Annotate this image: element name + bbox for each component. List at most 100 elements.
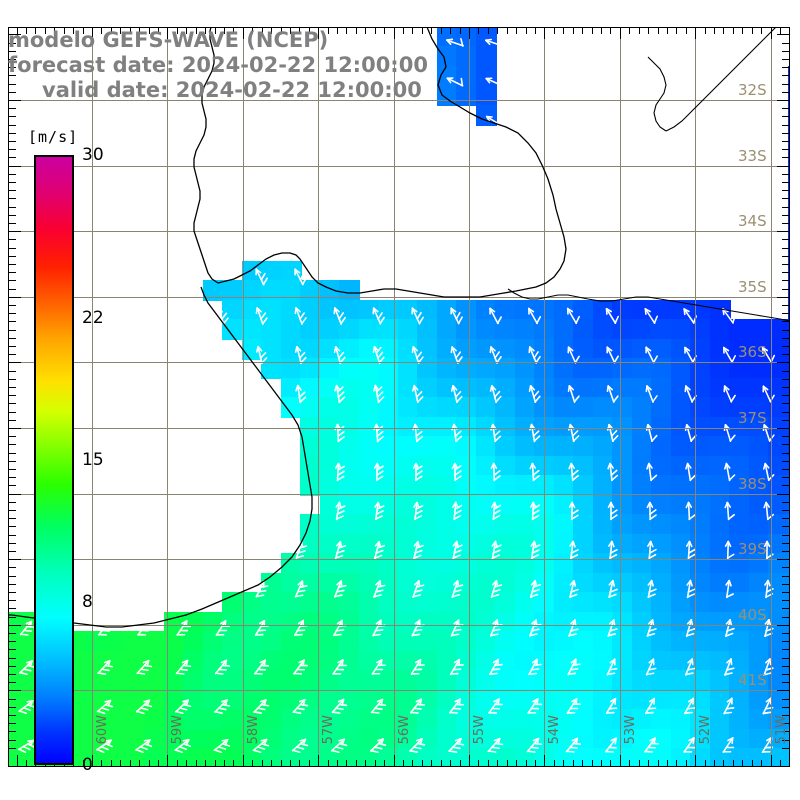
lat-label-32S: 32S — [738, 81, 767, 99]
axis-tick-bottom — [751, 760, 753, 767]
axis-tick-top — [101, 27, 103, 34]
axis-tick-bottom — [299, 760, 301, 767]
axis-tick-left — [8, 296, 21, 298]
axis-tick-right — [782, 444, 790, 446]
axis-tick-left — [8, 280, 16, 282]
axis-tick-top — [770, 27, 772, 39]
axis-tick-top — [167, 27, 169, 39]
axis-tick-top — [92, 27, 93, 39]
map-plot-area[interactable] — [8, 27, 790, 767]
lon-label-54W: 54W — [547, 715, 563, 745]
axis-tick-bottom — [497, 760, 499, 767]
lon-label-52W: 52W — [698, 715, 714, 745]
axis-tick-left — [8, 206, 16, 208]
axis-tick-left — [8, 337, 16, 339]
axis-tick-top — [403, 27, 405, 34]
axis-tick-bottom — [271, 760, 273, 767]
axis-tick-bottom — [723, 760, 725, 767]
axis-tick-right — [782, 247, 790, 249]
axis-tick-bottom — [374, 760, 376, 767]
lat-label-38S: 38S — [738, 474, 767, 493]
axis-tick-bottom — [148, 760, 150, 767]
axis-tick-bottom — [110, 760, 112, 767]
axis-tick-bottom — [450, 760, 452, 767]
axis-tick-right — [782, 255, 790, 257]
axis-tick-top — [54, 27, 56, 34]
axis-tick-left — [8, 198, 16, 200]
axis-tick-top — [610, 27, 612, 34]
axis-tick-bottom — [337, 760, 339, 767]
axis-tick-top — [695, 27, 697, 39]
axis-tick-left — [8, 608, 16, 610]
axis-tick-left — [8, 542, 16, 544]
axis-tick-top — [629, 27, 631, 34]
axis-tick-top — [676, 27, 678, 34]
colorbar[interactable] — [34, 155, 74, 765]
axis-tick-right — [782, 608, 790, 610]
lat-label-37S: 37S — [738, 409, 767, 427]
axis-tick-right — [777, 231, 790, 233]
axis-tick-left — [8, 657, 16, 659]
axis-tick-right — [782, 108, 790, 110]
axis-tick-right — [782, 510, 790, 511]
axis-tick-right — [782, 723, 790, 725]
axis-tick-top — [487, 27, 489, 34]
axis-tick-left — [8, 132, 16, 134]
axis-tick-right — [782, 542, 790, 544]
axis-tick-right — [782, 264, 790, 265]
axis-tick-top — [478, 27, 480, 34]
axis-tick-left — [8, 157, 16, 159]
axis-tick-bottom — [214, 760, 216, 767]
axis-tick-bottom — [610, 760, 612, 767]
axis-tick-top — [223, 27, 225, 34]
axis-tick-left — [8, 165, 21, 167]
axis-tick-right — [777, 559, 790, 561]
axis-tick-top — [289, 27, 291, 34]
lat-label-33S: 33S — [738, 146, 767, 165]
axis-tick-bottom — [167, 755, 169, 767]
axis-tick-bottom — [346, 760, 348, 767]
axis-tick-right — [782, 346, 790, 347]
axis-tick-top — [252, 27, 254, 34]
axis-tick-left — [8, 59, 16, 60]
axis-tick-bottom — [506, 760, 508, 767]
axis-tick-right — [782, 395, 790, 397]
axis-tick-right — [782, 75, 790, 77]
axis-tick-left — [8, 116, 16, 118]
axis-tick-bottom — [355, 760, 357, 767]
axis-tick-right — [777, 34, 790, 36]
axis-tick-bottom — [157, 760, 159, 767]
gridline-parallel — [8, 494, 790, 495]
axis-tick-top — [638, 27, 640, 34]
axis-tick-bottom — [431, 760, 433, 767]
axis-tick-left — [8, 510, 16, 511]
axis-tick-right — [782, 239, 790, 241]
axis-tick-left — [8, 460, 16, 462]
axis-tick-bottom — [403, 760, 405, 767]
axis-tick-bottom — [195, 760, 197, 767]
axis-tick-bottom — [92, 755, 93, 767]
axis-tick-left — [8, 477, 16, 479]
axis-tick-bottom — [233, 760, 235, 767]
axis-tick-left — [8, 616, 16, 618]
axis-tick-right — [782, 436, 790, 438]
gridline-parallel — [8, 362, 790, 363]
axis-tick-top — [431, 27, 433, 34]
axis-tick-right — [782, 157, 790, 159]
axis-tick-right — [782, 132, 790, 134]
axis-tick-left — [8, 50, 16, 52]
axis-tick-top — [440, 27, 442, 34]
gridline-parallel — [8, 231, 790, 232]
axis-tick-left — [8, 91, 16, 93]
axis-tick-left — [8, 641, 16, 643]
axis-tick-bottom — [600, 760, 602, 767]
axis-tick-left — [8, 346, 16, 347]
axis-tick-right — [782, 173, 790, 175]
axis-tick-top — [761, 27, 763, 34]
axis-tick-bottom — [761, 760, 763, 767]
axis-tick-top — [63, 27, 65, 34]
lon-label-60W: 60W — [95, 715, 110, 745]
gridline-meridian — [318, 27, 319, 767]
axis-tick-bottom — [534, 760, 536, 767]
axis-tick-top — [789, 27, 791, 34]
